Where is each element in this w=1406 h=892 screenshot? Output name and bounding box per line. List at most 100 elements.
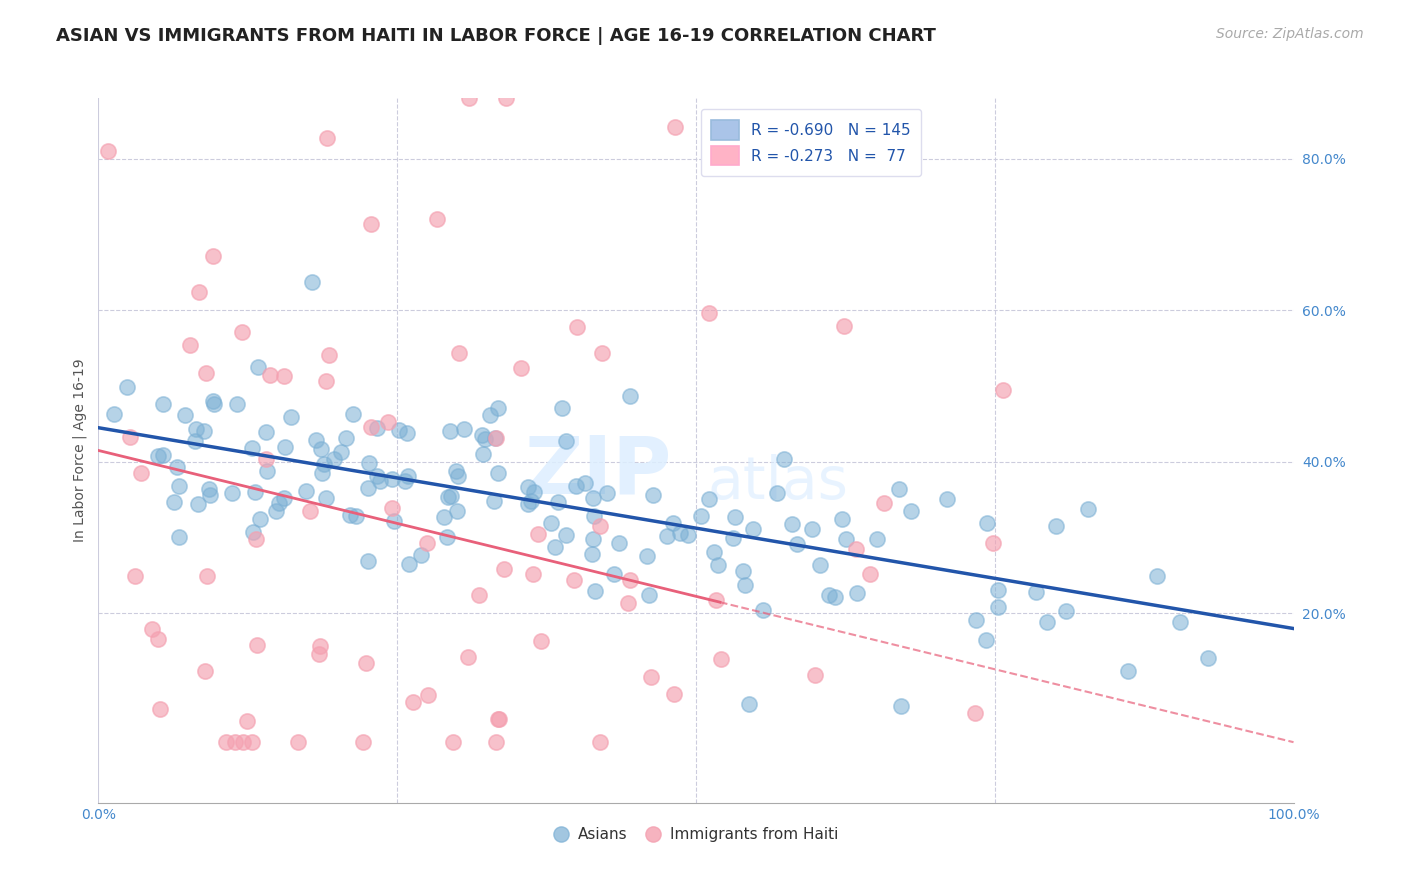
Point [146,632,169,647]
Point [243,485,266,500]
Point [149,702,172,716]
Point [198,482,221,496]
Point [835,532,858,546]
Point [703,545,725,559]
Point [259,368,281,383]
Point [398,557,420,571]
Point [308,640,330,654]
Point [366,468,388,483]
Point [394,474,416,488]
Point [485,735,508,749]
Point [565,320,588,334]
Point [562,573,585,587]
Text: ASIAN VS IMMIGRANTS FROM HAITI IN LABOR FORCE | AGE 16-19 CORRELATION CHART: ASIAN VS IMMIGRANTS FROM HAITI IN LABOR … [56,27,936,45]
Point [555,528,578,542]
Point [433,510,456,524]
Point [987,583,1010,598]
Point [734,578,756,592]
Point [522,566,544,581]
Point [523,484,546,499]
Point [976,516,998,531]
Point [845,542,868,557]
Point [699,306,721,320]
Point [318,348,340,362]
Point [215,735,238,749]
Point [437,491,460,505]
Point [312,457,335,471]
Point [817,588,839,602]
Point [751,603,773,617]
Point [152,448,174,462]
Point [366,421,388,435]
Point [866,532,889,546]
Text: Source: ZipAtlas.com: Source: ZipAtlas.com [1216,27,1364,41]
Point [544,540,567,554]
Point [249,512,271,526]
Point [485,431,508,445]
Point [690,509,713,524]
Point [583,583,606,598]
Point [267,495,290,509]
Point [368,474,391,488]
Point [194,664,217,678]
Legend: Asians, Immigrants from Haiti: Asians, Immigrants from Haiti [547,821,845,848]
Point [800,522,823,536]
Point [873,496,896,510]
Point [226,397,249,411]
Point [574,476,596,491]
Point [603,567,626,582]
Point [479,408,502,422]
Point [591,346,613,360]
Point [352,735,374,749]
Point [254,425,277,439]
Point [1197,650,1219,665]
Point [335,431,357,445]
Point [245,533,267,547]
Point [845,585,868,599]
Point [184,434,207,448]
Point [330,445,353,459]
Point [640,670,662,684]
Point [780,516,803,531]
Point [357,481,380,495]
Point [179,338,201,352]
Point [305,433,328,447]
Point [146,449,169,463]
Point [187,497,209,511]
Point [804,668,827,682]
Point [232,735,254,749]
Point [638,588,661,602]
Point [103,408,125,422]
Point [440,489,463,503]
Point [900,504,922,518]
Point [402,696,425,710]
Point [256,464,278,478]
Point [471,428,494,442]
Point [439,425,461,439]
Point [662,687,685,701]
Point [444,464,467,478]
Point [141,622,163,636]
Point [247,359,270,374]
Point [468,588,491,602]
Point [704,592,727,607]
Point [323,451,346,466]
Point [193,424,215,438]
Point [381,500,404,515]
Point [832,318,855,333]
Point [342,408,364,422]
Point [724,510,747,524]
Point [1056,604,1078,618]
Point [643,488,665,502]
Point [710,651,733,665]
Point [131,466,153,480]
Point [308,647,330,661]
Point [458,91,481,105]
Point [360,217,382,231]
Point [530,633,553,648]
Point [488,712,510,726]
Point [517,497,540,511]
Point [377,415,399,429]
Point [360,420,382,434]
Point [382,514,405,528]
